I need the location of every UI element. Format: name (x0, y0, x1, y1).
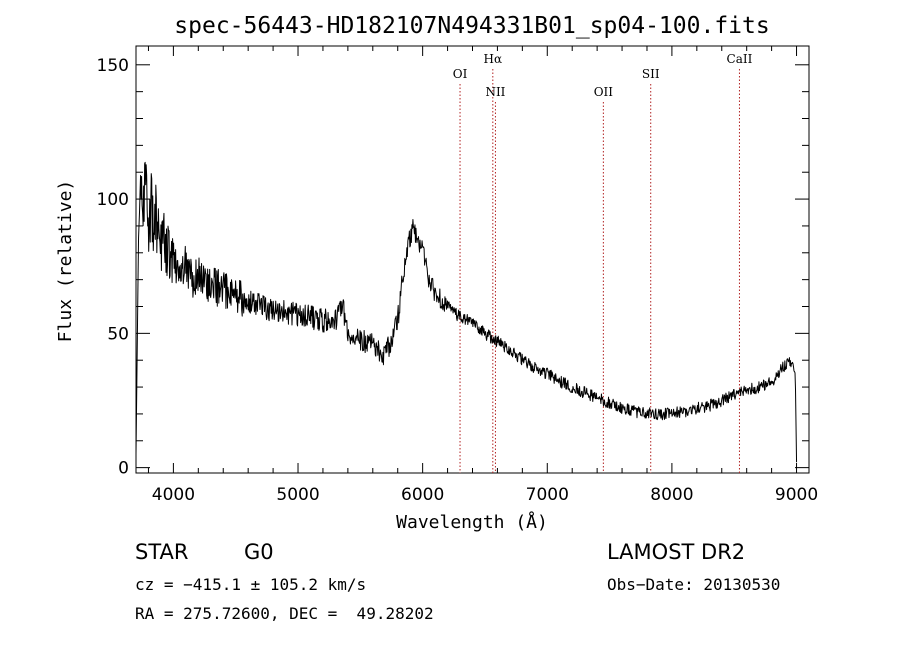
coordinates-text: RA = 275.72600, DEC = 49.28202 (135, 604, 434, 623)
axes: 4000 5000 6000 7000 8000 9000 0 50 100 150 (97, 46, 818, 505)
y-tick-label: 50 (107, 324, 129, 344)
marker-label: SII (642, 67, 660, 81)
object-class: STAR (135, 540, 188, 564)
y-tick-label: 0 (118, 459, 129, 479)
marker-label: CaII (727, 52, 753, 66)
x-tick-label: 5000 (276, 485, 319, 505)
x-axis-label: Wavelength (Å) (396, 511, 548, 533)
marker-label: OII (594, 85, 614, 99)
x-tick-label: 7000 (526, 485, 569, 505)
marker-label: NII (485, 85, 505, 99)
x-tick-label: 9000 (775, 485, 818, 505)
chart-title: spec-56443-HD182107N494331B01_sp04-100.f… (174, 13, 769, 39)
marker-label: OI (453, 67, 468, 81)
x-tick-label: 4000 (152, 485, 195, 505)
y-axis-label: Flux (relative) (55, 180, 76, 343)
y-tick-label: 150 (97, 56, 129, 76)
redshift-text: cz = −415.1 ± 105.2 km/s (135, 575, 366, 594)
x-tick-label: 8000 (650, 485, 693, 505)
object-subclass: G0 (244, 540, 274, 564)
marker-label: Hα (484, 52, 503, 66)
y-tick-label: 100 (97, 190, 129, 210)
obs-date-text: Obs−Date: 20130530 (607, 575, 780, 594)
x-tick-label: 6000 (401, 485, 444, 505)
spectrum-line (135, 161, 798, 463)
plot-frame (135, 45, 810, 474)
survey-label: LAMOST DR2 (607, 540, 745, 564)
spectral-line-markers: OI Hα NII OII SII CaII (453, 52, 753, 473)
